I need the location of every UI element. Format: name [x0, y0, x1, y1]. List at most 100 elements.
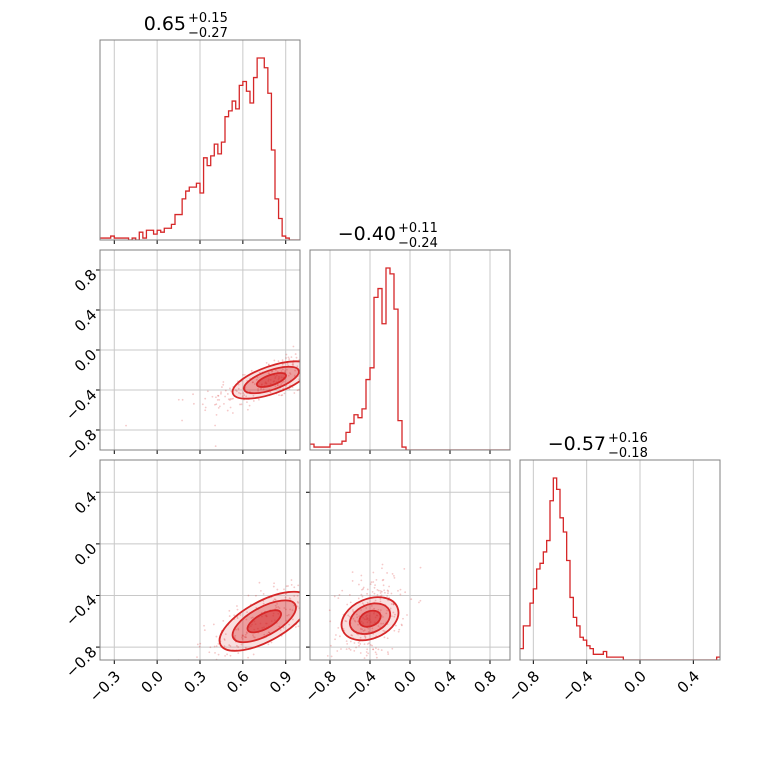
sample-point [204, 397, 207, 400]
panel-title-median: −0.57 [548, 433, 606, 455]
sample-point [252, 635, 255, 638]
sample-point [354, 348, 356, 350]
histogram-bin [214, 144, 218, 240]
panel-frame [99, 249, 301, 451]
sample-point [301, 365, 303, 367]
sample-point [345, 620, 348, 623]
sample-point [321, 361, 323, 363]
sample-point [291, 609, 294, 612]
sample-point [217, 653, 220, 656]
panel-r2-c1: −0.8 −0.4 0.0 0.4 0.8 [301, 459, 511, 706]
sample-point [222, 669, 224, 671]
sample-point [318, 345, 320, 347]
sample-point [302, 374, 304, 376]
sample-point [213, 645, 216, 648]
sample-point [283, 392, 286, 395]
sample-point [361, 588, 363, 591]
sample-point [386, 609, 389, 612]
sample-point [291, 618, 294, 621]
sample-point [339, 678, 341, 680]
sample-point [246, 401, 248, 404]
sample-point [304, 600, 306, 602]
sample-point [395, 624, 397, 627]
panel-frame [519, 459, 721, 661]
sample-point [306, 372, 308, 374]
sample-point [338, 593, 341, 596]
sample-point [375, 656, 378, 659]
sample-point [387, 592, 389, 595]
sample-point [322, 353, 324, 355]
sample-point [315, 358, 317, 360]
x-tick-label: −0.4 [558, 667, 596, 705]
sample-point [312, 366, 314, 368]
sample-point [276, 588, 279, 591]
sample-point [259, 589, 262, 592]
panel-r1-c1: −0.40 +0.11−0.24 [309, 221, 511, 454]
sample-point [275, 606, 278, 609]
sample-point [215, 635, 218, 638]
sample-point [320, 336, 322, 338]
sample-point [204, 406, 207, 409]
sample-point [391, 647, 394, 650]
sample-point [203, 629, 206, 632]
sample-point [371, 590, 374, 593]
sample-point [293, 595, 296, 597]
sample-point [226, 653, 228, 656]
sample-point [341, 547, 343, 549]
sample-point [286, 614, 289, 617]
histogram-bin [193, 187, 197, 240]
sample-point [194, 663, 196, 665]
sample-point [381, 590, 383, 593]
sample-point [267, 631, 270, 634]
sample-point [380, 649, 383, 651]
sample-point [393, 629, 396, 632]
sample-point [269, 391, 272, 394]
sample-point [336, 650, 339, 652]
sample-point [379, 598, 382, 600]
panel-title-minus: −0.24 [398, 236, 438, 251]
sample-point [315, 373, 317, 375]
sample-point [303, 375, 305, 377]
sample-point [390, 603, 393, 605]
sample-point [245, 618, 248, 621]
histogram-bin [243, 81, 247, 240]
sample-point [360, 579, 363, 582]
sample-point [234, 389, 237, 392]
sample-point [276, 370, 279, 373]
sample-point [289, 598, 292, 600]
sample-point [366, 588, 369, 591]
panel-frame [99, 459, 301, 661]
sample-point [243, 394, 246, 396]
sample-point [224, 654, 226, 657]
histogram-bin [338, 444, 342, 450]
sample-point [310, 587, 312, 589]
sample-point [332, 362, 334, 364]
sample-point [353, 662, 355, 664]
histogram-step-line [310, 267, 510, 450]
contour-level [246, 609, 282, 634]
sample-point [212, 671, 214, 673]
sample-point [321, 363, 323, 365]
sample-point [239, 614, 242, 616]
sample-point [246, 632, 248, 635]
sample-point [363, 643, 366, 645]
sample-point [383, 589, 386, 592]
sample-point [311, 360, 313, 362]
sample-point [375, 578, 378, 581]
panel-r0-c0: 0.65 +0.15−0.27 [99, 11, 301, 244]
sample-point [340, 648, 342, 650]
histogram-bin [229, 111, 233, 240]
sample-point [352, 617, 355, 620]
sample-point [293, 392, 296, 394]
panel-title-plus: +0.15 [188, 11, 228, 26]
sample-point [351, 609, 354, 611]
sample-point [348, 615, 351, 618]
sample-point [235, 628, 237, 631]
sample-point [201, 403, 204, 406]
sample-point [306, 614, 308, 616]
histogram-bin [207, 166, 211, 240]
sample-point [359, 628, 362, 630]
sample-point [361, 628, 363, 631]
sample-point [289, 608, 292, 611]
